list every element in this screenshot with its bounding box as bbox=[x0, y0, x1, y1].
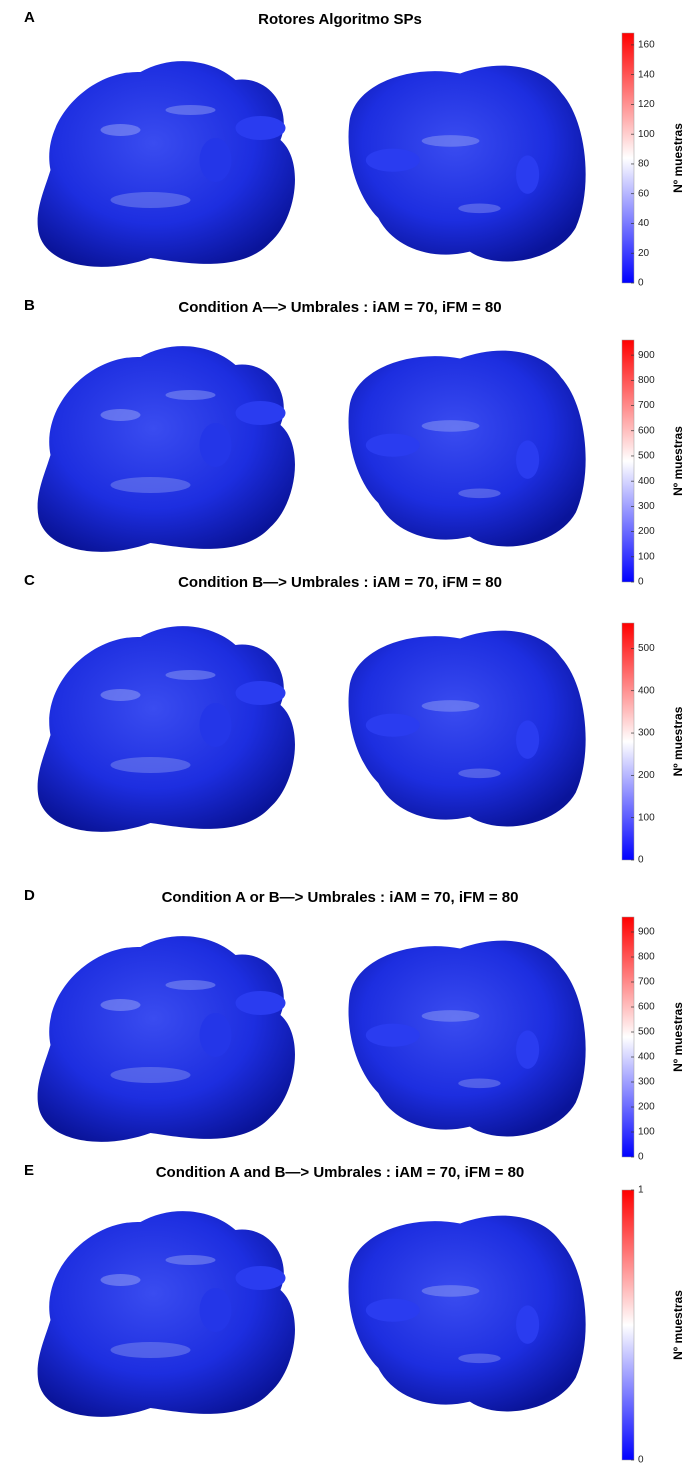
colorbar bbox=[621, 339, 635, 583]
colorbar bbox=[621, 1189, 635, 1461]
heart-left-view bbox=[37, 61, 295, 267]
colorbar-label: Nº muestras bbox=[671, 1290, 685, 1360]
colorbar-tick-label: 80 bbox=[638, 159, 650, 170]
panel-title: Rotores Algoritmo SPs bbox=[258, 11, 422, 28]
colorbar-tick-label: 500 bbox=[638, 1027, 655, 1038]
colorbar-tick-label: 700 bbox=[638, 400, 655, 411]
heart-right-view bbox=[348, 350, 586, 547]
colorbar-tick-label: 800 bbox=[638, 952, 655, 963]
colorbar-tick-label: 60 bbox=[638, 188, 650, 199]
colorbar-tick-label: 200 bbox=[638, 526, 655, 537]
heart-right-view bbox=[348, 1215, 586, 1412]
colorbar-tick-label: 500 bbox=[638, 451, 655, 462]
colorbar-tick-label: 100 bbox=[638, 812, 655, 823]
colorbar-tick-label: 300 bbox=[638, 501, 655, 512]
colorbar-tick-label: 300 bbox=[638, 1077, 655, 1088]
panel-title: Condition A or B—> Umbrales : iAM = 70, … bbox=[162, 889, 519, 906]
colorbar-tick-label: 900 bbox=[638, 350, 655, 361]
colorbar-tick-label: 700 bbox=[638, 977, 655, 988]
colorbar-tick-label: 400 bbox=[638, 685, 655, 696]
colorbar-label: Nº muestras bbox=[671, 123, 685, 193]
colorbar-tick-label: 100 bbox=[638, 129, 655, 140]
colorbar-label: Nº muestras bbox=[671, 1002, 685, 1072]
colorbar-tick-label: 600 bbox=[638, 1002, 655, 1013]
colorbar-tick-label: 0 bbox=[638, 855, 644, 866]
colorbar-tick-label: 0 bbox=[638, 278, 644, 289]
panel-title: Condition A—> Umbrales : iAM = 70, iFM =… bbox=[178, 299, 501, 316]
panel-label: B bbox=[24, 297, 35, 314]
panel-label: A bbox=[24, 9, 35, 26]
colorbar-tick-label: 160 bbox=[638, 40, 655, 51]
colorbar bbox=[621, 32, 635, 284]
colorbar-tick-label: 900 bbox=[638, 927, 655, 938]
heart-right-view bbox=[348, 65, 586, 262]
colorbar-tick-label: 100 bbox=[638, 551, 655, 562]
colorbar-tick-label: 0 bbox=[638, 1455, 644, 1465]
colorbar-label: Nº muestras bbox=[671, 426, 685, 496]
colorbar-tick-label: 600 bbox=[638, 425, 655, 436]
colorbar-tick-label: 100 bbox=[638, 1127, 655, 1138]
heart-left-view bbox=[37, 626, 295, 832]
colorbar-tick-label: 0 bbox=[638, 1152, 644, 1163]
colorbar bbox=[621, 916, 635, 1158]
colorbar bbox=[621, 622, 635, 861]
colorbar-tick-label: 20 bbox=[638, 248, 650, 259]
heart-left-view bbox=[37, 936, 295, 1142]
panel-label: C bbox=[24, 572, 35, 589]
colorbar-tick-label: 400 bbox=[638, 476, 655, 487]
colorbar-tick-label: 120 bbox=[638, 99, 655, 110]
colorbar-tick-label: 1 bbox=[638, 1185, 644, 1196]
colorbar-tick-label: 40 bbox=[638, 218, 650, 229]
colorbar-tick-label: 200 bbox=[638, 770, 655, 781]
heart-left-view bbox=[37, 346, 295, 552]
heart-left-view bbox=[37, 1211, 295, 1417]
colorbar-tick-label: 800 bbox=[638, 375, 655, 386]
heart-right-view bbox=[348, 630, 586, 827]
panel-label: D bbox=[24, 887, 35, 904]
panel-title: Condition B—> Umbrales : iAM = 70, iFM =… bbox=[178, 574, 502, 591]
panel-label: E bbox=[24, 1162, 34, 1179]
colorbar-tick-label: 0 bbox=[638, 577, 644, 588]
colorbar-tick-label: 140 bbox=[638, 69, 655, 80]
heart-right-view bbox=[348, 940, 586, 1137]
colorbar-tick-label: 400 bbox=[638, 1052, 655, 1063]
panel-title: Condition A and B—> Umbrales : iAM = 70,… bbox=[156, 1164, 525, 1181]
colorbar-label: Nº muestras bbox=[671, 706, 685, 776]
colorbar-tick-label: 300 bbox=[638, 728, 655, 739]
colorbar-tick-label: 200 bbox=[638, 1102, 655, 1113]
colorbar-tick-label: 500 bbox=[638, 643, 655, 654]
